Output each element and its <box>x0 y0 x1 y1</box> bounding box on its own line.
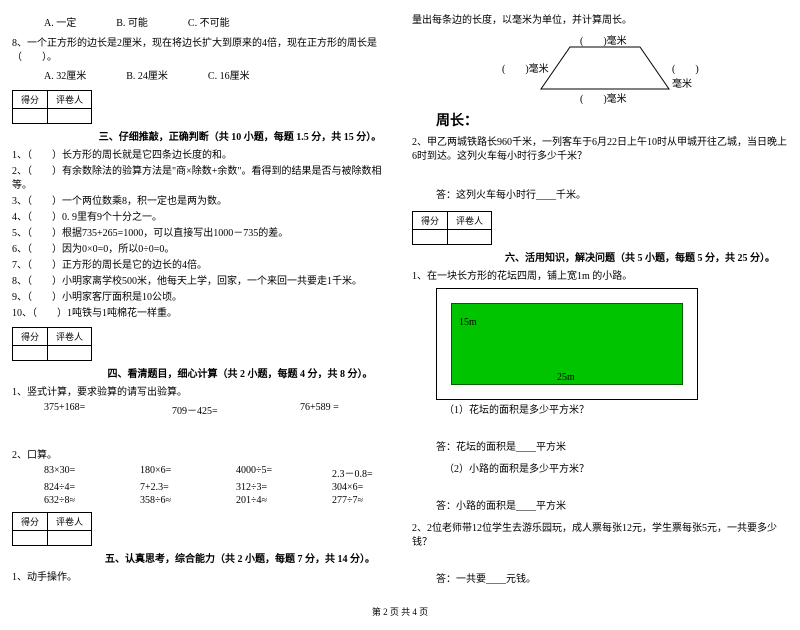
question-6-1a: （1）花坛的面积是多少平方米？ <box>412 404 788 418</box>
list-item: 9、（ ）小明家客厅面积是10公顷。 <box>12 291 388 305</box>
calc-row: 83×30= 180×6= 4000÷5= 2.3－0.8= <box>12 465 388 480</box>
score-cell <box>13 346 48 361</box>
judgement-list: 1、（ ）长方形的周长就是它四条边长度的和。 2、（ ）有余数除法的验算方法是"… <box>12 149 388 321</box>
calc-item: 76+589 = <box>300 402 388 417</box>
answer-6-1a: 答：花坛的面积是____平方米 <box>436 438 788 453</box>
option-a: A. 一定 <box>44 14 76 29</box>
calc-item: 277÷7≈ <box>332 495 388 506</box>
dim-15m: 15m <box>459 317 477 328</box>
calc-item: 709－425= <box>172 402 260 417</box>
edge-label-right: ( )毫米 <box>672 60 700 90</box>
option-c: C. 16厘米 <box>208 67 250 82</box>
list-item: 7、（ ）正方形的周长是它的边长的4倍。 <box>12 259 388 273</box>
grader-cell <box>48 109 92 124</box>
list-item: 4、（ ）0. 9里有9个十分之一。 <box>12 211 388 225</box>
question-6-2: 2、2位老师带12位学生去游乐园玩，成人票每张12元，学生票每张5元，一共要多少… <box>412 522 788 550</box>
dim-25m: 25m <box>557 372 575 383</box>
calc-item: 632÷8≈ <box>44 495 100 506</box>
score-box: 得分 评卷人 <box>12 90 92 124</box>
answer-6-1b: 答：小路的面积是____平方米 <box>436 497 788 512</box>
grader-label: 评卷人 <box>48 91 92 109</box>
list-item: 8、（ ）小明家离学校500米，他每天上学，回家，一个来回一共要走1千米。 <box>12 275 388 289</box>
calc-item: 312÷3= <box>236 482 292 493</box>
question-8: 8、一个正方形的边长是2厘米，现在将边长扩大到原来的4倍，现在正方形的周长是（ … <box>12 37 388 65</box>
list-item: 5、（ ）根据735+265=1000，可以直接写出1000－735的差。 <box>12 227 388 241</box>
trapezoid-figure: ( )毫米 ( )毫米 ( )毫米 ( )毫米 <box>500 32 700 102</box>
calc-item: 201÷4≈ <box>236 495 292 506</box>
calc-item: 304×6= <box>332 482 388 493</box>
calc-row: 632÷8≈ 358÷6≈ 201÷4≈ 277÷7≈ <box>12 495 388 506</box>
calc-item: 824÷4= <box>44 482 100 493</box>
option-a: A. 32厘米 <box>44 67 86 82</box>
list-item: 6、（ ）因为0×0=0，所以0÷0=0。 <box>12 243 388 257</box>
grader-cell <box>448 230 492 245</box>
option-b: B. 可能 <box>116 14 148 29</box>
section-4-title: 四、看清题目，细心计算（共 2 小题，每题 4 分，共 8 分）。 <box>92 365 388 380</box>
grader-label: 评卷人 <box>48 328 92 346</box>
calc-item: 4000÷5= <box>236 465 292 480</box>
question-6-1b: （2）小路的面积是多少平方米？ <box>412 463 788 477</box>
calc-item: 180×6= <box>140 465 196 480</box>
calc-item: 375+168= <box>44 402 132 417</box>
question-6-1: 1、在一块长方形的花坛四周，铺上宽1m 的小路。 <box>412 270 788 284</box>
calc-item: 358÷6≈ <box>140 495 196 506</box>
calc-item: 7+2.3= <box>140 482 196 493</box>
answer-6-2: 答：一共要____元钱。 <box>436 570 788 585</box>
trapezoid-intro: 量出每条边的长度，以毫米为单位，并计算周长。 <box>412 14 788 28</box>
grader-label: 评卷人 <box>448 212 492 230</box>
score-cell <box>13 531 48 546</box>
q7-options: A. 一定 B. 可能 C. 不可能 <box>12 14 388 29</box>
question-5-2: 2、甲乙两城铁路长960千米，一列客车于6月22日上午10时从甲城开往乙城，当日… <box>412 136 788 164</box>
score-cell <box>413 230 448 245</box>
trapezoid-icon <box>540 46 670 90</box>
calc-item: 2.3－0.8= <box>332 465 388 480</box>
answer-5-2: 答：这列火车每小时行____千米。 <box>436 186 788 201</box>
edge-label-top: ( )毫米 <box>580 32 627 47</box>
section-3-title: 三、仔细推敲，正确判断（共 10 小题，每题 1.5 分，共 15 分）。 <box>92 128 388 143</box>
score-box: 得分 评卷人 <box>412 211 492 245</box>
score-box: 得分 评卷人 <box>12 512 92 546</box>
edge-label-left: ( )毫米 <box>502 60 549 75</box>
list-item: 2、（ ）有余数除法的验算方法是"商×除数+余数"。看得到的结果是否与被除数相等… <box>12 165 388 193</box>
question-5-1: 1、动手操作。 <box>12 571 388 585</box>
option-b: B. 24厘米 <box>126 67 168 82</box>
page-container: A. 一定 B. 可能 C. 不可能 8、一个正方形的边长是2厘米，现在将边长扩… <box>12 12 788 595</box>
calc-row: 375+168= 709－425= 76+589 = <box>12 402 388 417</box>
score-box: 得分 评卷人 <box>12 327 92 361</box>
score-cell <box>13 109 48 124</box>
calc-row: 824÷4= 7+2.3= 312÷3= 304×6= <box>12 482 388 493</box>
question-4-2: 2、口算。 <box>12 449 388 463</box>
score-label: 得分 <box>13 91 48 109</box>
right-column: 量出每条边的长度，以毫米为单位，并计算周长。 ( )毫米 ( )毫米 ( )毫米… <box>412 12 788 595</box>
perimeter-label: 周长： <box>436 110 788 130</box>
page-footer: 第 2 页 共 4 页 <box>12 605 788 618</box>
option-c: C. 不可能 <box>188 14 230 29</box>
list-item: 1、（ ）长方形的周长就是它四条边长度的和。 <box>12 149 388 163</box>
score-label: 得分 <box>13 513 48 531</box>
section-6-title: 六、活用知识，解决问题（共 5 小题，每题 5 分，共 25 分）。 <box>492 249 788 264</box>
list-item: 10、（ ）1吨铁与1吨棉花一样重。 <box>12 307 388 321</box>
question-4-1: 1、竖式计算，要求验算的请写出验算。 <box>12 386 388 400</box>
grader-cell <box>48 531 92 546</box>
garden-figure: 15m 25m <box>436 288 698 400</box>
edge-label-bottom: ( )毫米 <box>580 90 627 105</box>
score-label: 得分 <box>13 328 48 346</box>
grader-cell <box>48 346 92 361</box>
list-item: 3、（ ）一个两位数乘8，积一定也是两为数。 <box>12 195 388 209</box>
calc-item: 83×30= <box>44 465 100 480</box>
left-column: A. 一定 B. 可能 C. 不可能 8、一个正方形的边长是2厘米，现在将边长扩… <box>12 12 388 595</box>
q8-options: A. 32厘米 B. 24厘米 C. 16厘米 <box>12 67 388 82</box>
grader-label: 评卷人 <box>48 513 92 531</box>
section-5-title: 五、认真思考，综合能力（共 2 小题，每题 7 分，共 14 分）。 <box>92 550 388 565</box>
score-label: 得分 <box>413 212 448 230</box>
